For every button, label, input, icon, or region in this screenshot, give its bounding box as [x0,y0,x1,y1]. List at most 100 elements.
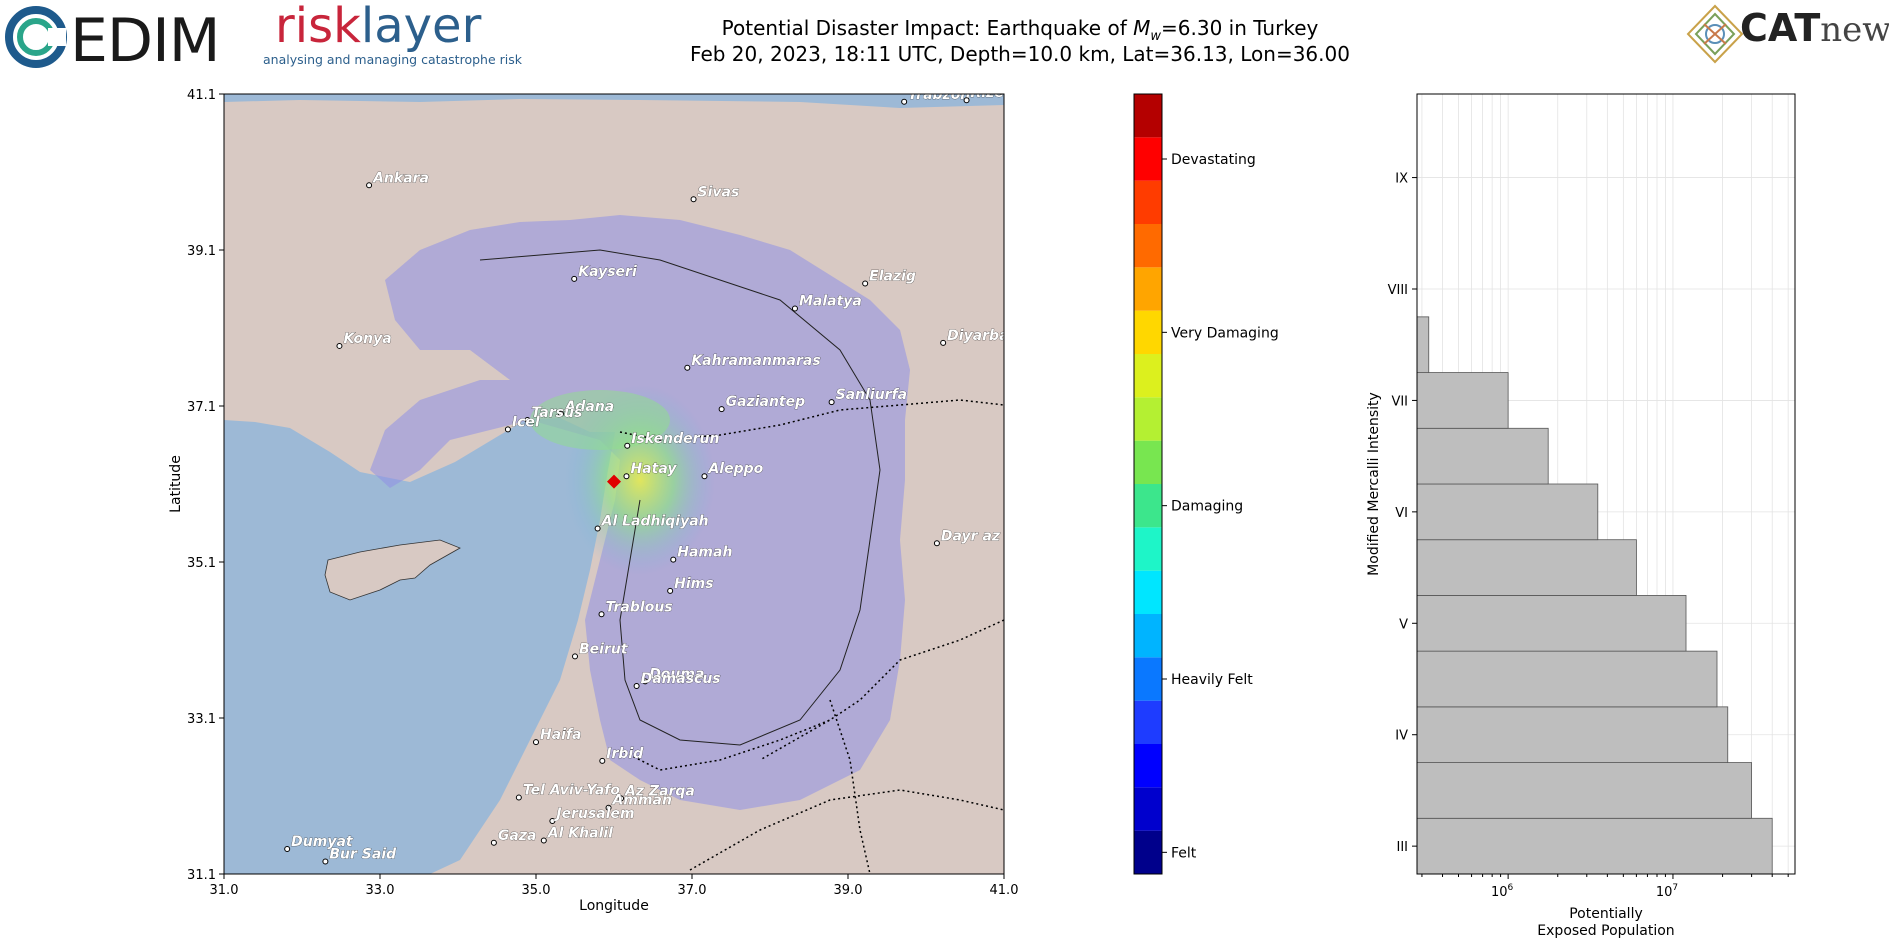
city-marker [862,280,869,287]
title-prefix: Potential Disaster Impact: Earthquake of [721,16,1134,40]
colorbar-label: Felt [1171,845,1197,861]
cyprus-island [324,539,461,601]
histogram-bar [1416,595,1687,652]
city-label: Elazig [869,269,916,285]
city-label: Irbid [606,746,644,762]
map-x-tick-label: 31.0 [210,883,239,898]
colorbar-segment [1134,657,1162,701]
histogram-frame [1416,93,1796,875]
map-frame [223,93,1005,875]
colorbar-segment [1134,744,1162,788]
histogram-y-tick-label: VIII [1388,283,1408,298]
colorbar-segment [1134,137,1162,181]
city-label: Kahramanmaras [691,353,820,369]
histogram-bar [1416,817,1773,875]
catnews-logo-text: CATnews [1740,6,1889,50]
city-label: Diyarbakir [947,328,1030,344]
border-jordan-saudi [689,789,1004,871]
colorbar-segment [1134,787,1162,831]
colorbar-segment [1134,310,1162,354]
catnews-logo-mark [1686,4,1744,64]
city-marker [504,426,511,433]
histogram-bar [1416,539,1637,596]
histogram-bar [1416,427,1549,485]
city-marker [933,540,940,547]
colorbar-segment [1134,484,1162,528]
city-marker [284,846,291,853]
histogram-x-axis-label-line2: Exposed Population [1537,923,1674,939]
border-turkey-syria [619,399,1004,441]
chart-title-line1: Potential Disaster Impact: Earthquake of… [520,16,1520,44]
risklayer-tagline: analysing and managing catastrophe risk [263,52,522,67]
city-label: Tarsus [531,405,582,421]
colorbar-label: Devastating [1171,152,1256,168]
histogram-x-tick-base: 10 [1491,885,1508,900]
city-label: Jerusalem [553,806,634,822]
map-y-tick-label: 41.1 [187,88,216,103]
histogram-x-tick-label: 106 [1491,883,1514,900]
map-y-tick-label: 37.1 [187,400,216,415]
risklayer-logo-risk: risk [275,0,361,54]
city-marker [828,399,835,406]
city-marker [571,275,578,282]
intensity-contour [479,249,881,746]
border-syria-iraq [759,619,1004,761]
map-y-tick-label: 39.1 [187,244,216,259]
colorbar-segment [1134,830,1162,874]
city-label: Sivas [698,184,740,200]
city-marker [524,417,531,424]
edim-logo-text: EDIM [70,6,221,76]
histogram-x-tick-base: 10 [1656,885,1673,900]
city-marker [322,858,329,865]
city-marker [599,757,606,764]
histogram-bar [1416,316,1430,373]
city-label: Tel Aviv-Yafo [523,783,621,799]
histogram-x-tick-label: 107 [1656,883,1678,900]
map-y-tick-label: 31.1 [187,868,216,883]
colorbar-label: Heavily Felt [1171,672,1253,688]
city-marker [366,182,373,189]
city-label: Bur Said [329,847,397,863]
city-marker [633,683,640,690]
colorbar-segment [1134,94,1162,138]
histogram-y-tick-label: VI [1395,506,1408,521]
city-marker [594,525,601,532]
city-label: Gaziantep [726,394,806,410]
histogram-bars [1416,316,1773,875]
city-label: Rize [971,85,1004,101]
histogram-y-tick-label: III [1396,840,1408,855]
city-label: Icel [512,414,540,430]
chart-title-line2: Feb 20, 2023, 18:11 UTC, Depth=10.0 km, … [690,42,1350,66]
title-suffix: =6.30 in Turkey [1161,16,1319,40]
histogram-bar [1416,483,1599,541]
city-label: Aleppo [707,461,763,477]
city-label: Sanliurfa [836,387,908,403]
map-y-axis-label: Latitude [168,455,184,513]
histogram-bar [1416,706,1729,763]
histogram-y-tick-label: VII [1391,394,1408,409]
city-marker [572,653,578,660]
city-marker [791,305,798,312]
city-marker [618,795,625,802]
histogram-y-axis-label: Modified Mercalli Intensity [1366,392,1382,576]
city-marker [605,804,612,811]
city-marker [901,98,908,105]
city-label: Iskenderun [631,431,719,447]
colorbar-segment [1134,180,1162,224]
city-label: Hatay [630,461,677,477]
city-label: Az Zarqa [624,783,695,799]
colorbar-segment [1134,440,1162,484]
colorbar-segment [1134,614,1162,658]
city-marker [533,739,539,746]
city-label: Adana [564,399,614,415]
title-magnitude-symbol: M [1133,16,1151,40]
city-label: Ankara [372,170,429,186]
city-marker [623,473,630,480]
city-marker [336,342,343,349]
map-x-tick-label: 35.0 [522,883,551,898]
city-marker [557,410,564,417]
colorbar-segment [1134,570,1162,614]
city-marker [515,794,522,801]
histogram-bar [1416,372,1509,429]
